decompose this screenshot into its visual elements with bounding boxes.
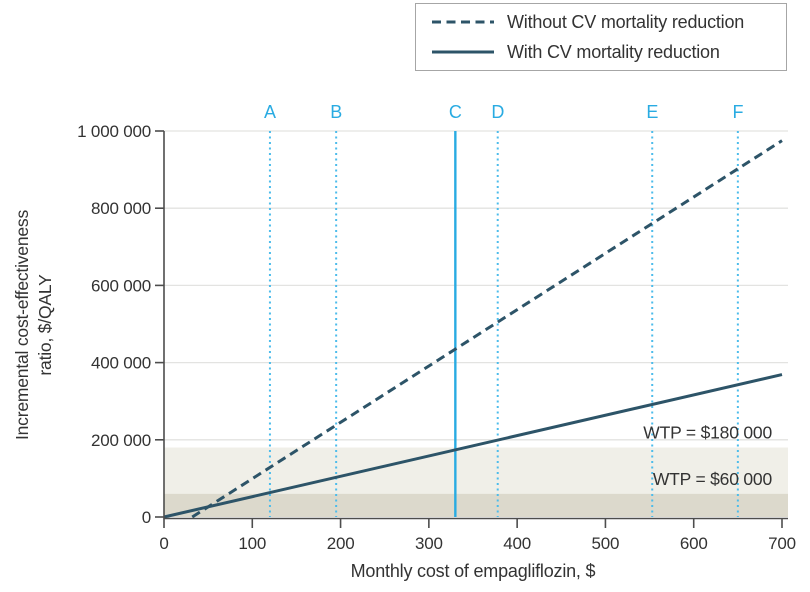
y-axis-title: Incremental cost-effectiveness ratio, $/… xyxy=(11,125,61,525)
legend-label: Without CV mortality reduction xyxy=(507,11,745,32)
x-tick-label: 500 xyxy=(592,534,620,553)
y-tick-label: 800 000 xyxy=(91,199,151,218)
legend: Without CV mortality reduction With CV m… xyxy=(415,3,787,71)
x-tick-label: 100 xyxy=(238,534,266,553)
wtp-band xyxy=(164,493,788,517)
price-marker-label-D: D xyxy=(491,102,504,122)
x-axis-title: Monthly cost of empagliflozin, $ xyxy=(350,561,596,581)
x-tick-label: 300 xyxy=(415,534,443,553)
series-line-dashed xyxy=(191,139,783,519)
y-tick-label: 0 xyxy=(142,508,151,527)
y-tick-label: 400 000 xyxy=(91,354,151,373)
price-marker-label-B: B xyxy=(330,102,342,122)
price-marker-label-F: F xyxy=(732,102,743,122)
series-line-solid xyxy=(163,373,783,519)
legend-dashed-line-swatch xyxy=(432,20,494,24)
wtp-label: WTP = $60 000 xyxy=(653,469,773,489)
price-marker-label-C: C xyxy=(449,102,462,122)
price-marker-label-E: E xyxy=(646,102,658,122)
legend-label: With CV mortality reduction xyxy=(507,41,720,62)
x-tick-label: 200 xyxy=(327,534,355,553)
legend-item-with-cv: With CV mortality reduction xyxy=(431,39,786,65)
y-tick-label: 600 000 xyxy=(91,276,151,295)
price-marker-label-A: A xyxy=(264,102,276,122)
legend-solid-line-swatch xyxy=(432,50,494,54)
y-axis-title-line2: ratio, $/QALY xyxy=(35,274,56,376)
x-tick-label: 0 xyxy=(159,534,168,553)
x-tick-label: 700 xyxy=(768,534,796,553)
x-tick-label: 400 xyxy=(503,534,531,553)
x-tick-label: 600 xyxy=(680,534,708,553)
legend-item-without-cv: Without CV mortality reduction xyxy=(431,9,786,35)
y-tick-label: 200 000 xyxy=(91,431,151,450)
y-tick-label: 1 000 000 xyxy=(77,122,151,141)
wtp-label: WTP = $180 000 xyxy=(643,423,772,443)
y-axis-title-line1: Incremental cost-effectiveness xyxy=(12,209,32,441)
